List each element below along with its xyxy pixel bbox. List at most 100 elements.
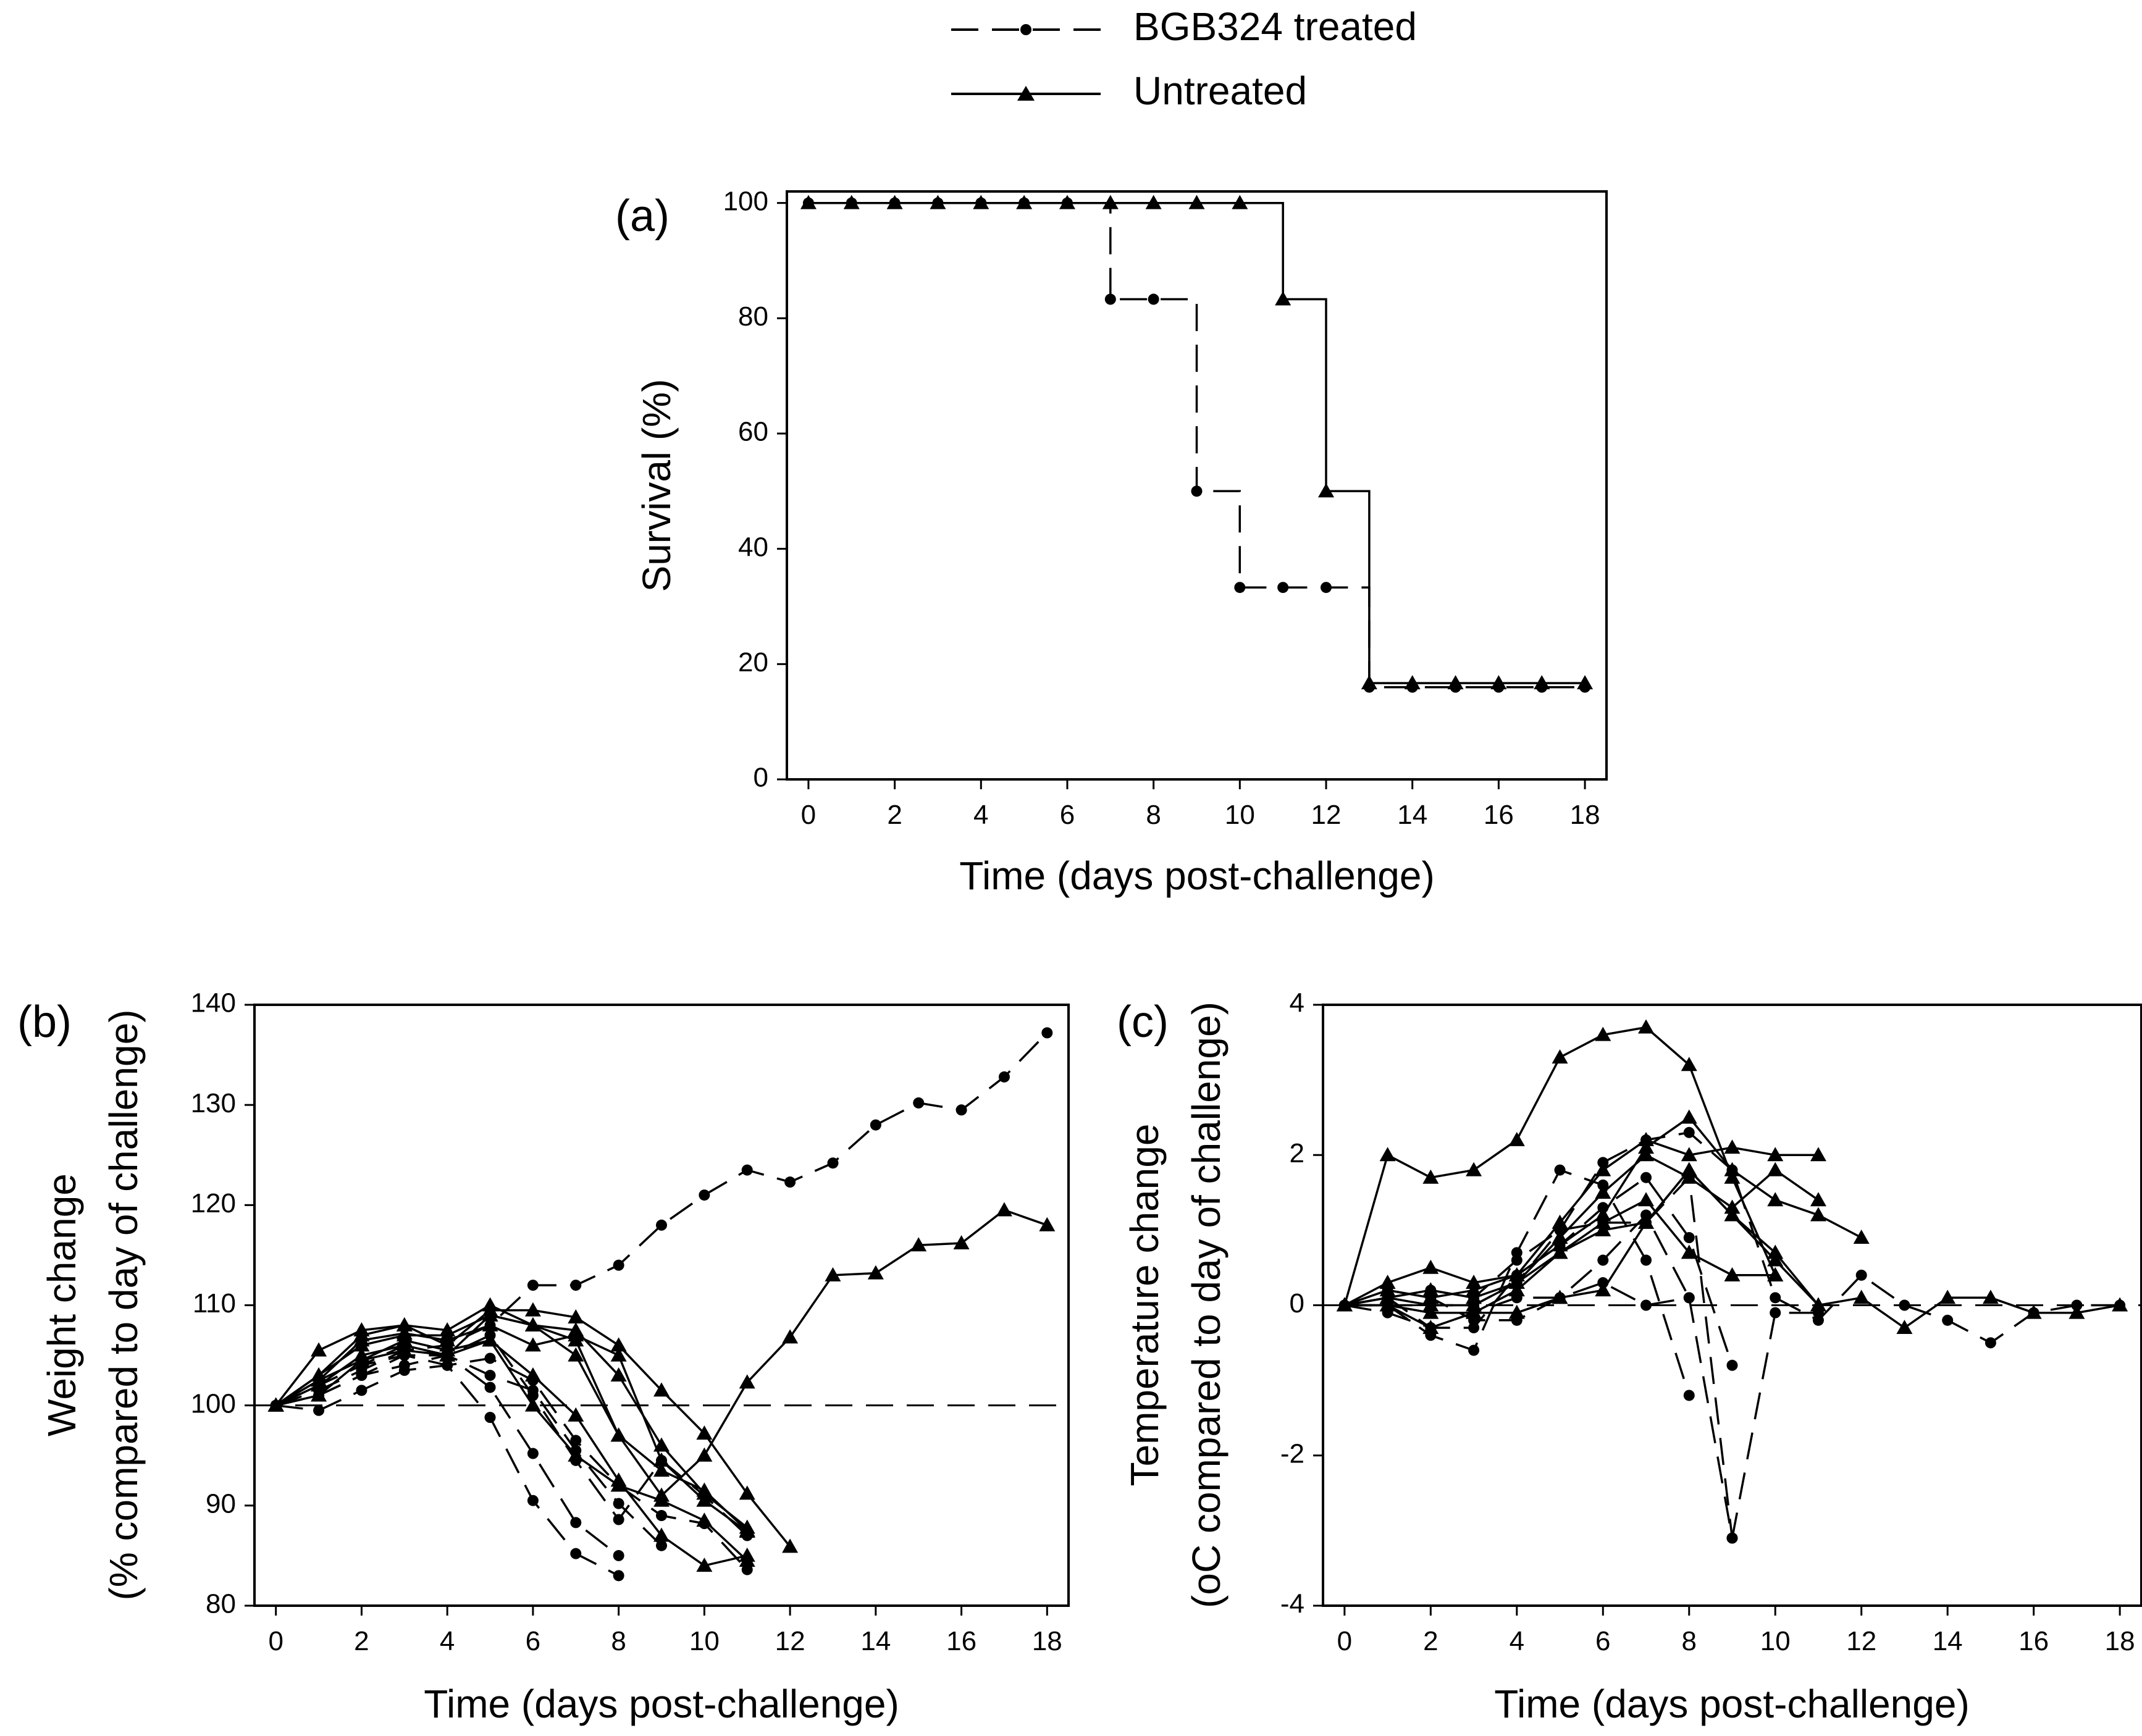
panel-a-ytick-label: 100 xyxy=(723,186,768,216)
panel-b-series-3-point xyxy=(656,1540,667,1551)
panel-a-series-0-point xyxy=(1148,293,1159,305)
panel-c-series-12-point xyxy=(1767,1252,1784,1267)
panel-b-series-6-point xyxy=(867,1265,884,1280)
panel-c-series-12-point xyxy=(1595,1282,1611,1297)
panel-c-series-8-point xyxy=(1767,1192,1784,1207)
panel-b-xtick-label: 18 xyxy=(1032,1626,1062,1656)
panel-a-series-0-point xyxy=(1277,582,1289,593)
panel-b-series-4-line xyxy=(275,1357,748,1570)
panel-c-series-10-point xyxy=(2025,1304,2042,1319)
panel-c-series-12-line xyxy=(1344,1168,1820,1314)
panel-b-series-0-point xyxy=(527,1280,539,1291)
panel-b-series-7-point xyxy=(568,1347,584,1362)
panel-b-series-4-point xyxy=(442,1359,453,1371)
panel-a-ytick-label: 80 xyxy=(738,301,768,332)
panel-a-ytick-label: 20 xyxy=(738,647,768,677)
panel-a: (a) 0 2 4 6 8 10 12 14 16 18 0 20 40 60 80 100 Time (da… xyxy=(615,186,1608,898)
panel-c-series-11-point xyxy=(1767,1267,1784,1281)
legend-marker-untreated xyxy=(1017,86,1035,101)
panel-a-xtick-label: 4 xyxy=(973,800,988,830)
panel-a-series-1-line xyxy=(808,201,1586,684)
panel-b-series xyxy=(267,1027,1056,1582)
panel-b-series-0-point xyxy=(570,1280,582,1291)
panel-b-series-9-point xyxy=(524,1317,541,1331)
panel-c-series-12-point xyxy=(1336,1297,1353,1312)
panel-c-series-9-point xyxy=(1595,1185,1611,1199)
panel-c-series-10-point xyxy=(1896,1319,1913,1334)
panel-b-ytick-label: 80 xyxy=(206,1589,236,1619)
panel-b-series-8-point xyxy=(653,1382,670,1397)
panel-c-xtick-label: 18 xyxy=(2105,1626,2135,1656)
panel-b-letter: (b) xyxy=(17,997,72,1047)
panel-b-series-4-point xyxy=(570,1435,582,1446)
panel-b-xtick-label: 2 xyxy=(354,1626,369,1656)
panel-c: (c) 0 2 4 6 8 10 12 14 16 18 -4 -2 0 2 4 Time (days po… xyxy=(1117,988,2142,1726)
panel-b-series-10-point xyxy=(610,1347,627,1362)
panel-b-series-12-point xyxy=(739,1553,755,1567)
panel-a-xtick-label: 6 xyxy=(1060,800,1075,830)
panel-b-series-12-line xyxy=(275,1339,748,1562)
panel-c-xlabel: Time (days post-challenge) xyxy=(1494,1682,1970,1726)
panel-c-series-8-point xyxy=(1466,1282,1482,1297)
panel-c-series-10-point xyxy=(1595,1222,1611,1236)
panel-c-series-9-point xyxy=(1552,1230,1568,1244)
panel-c-series-2-point xyxy=(1511,1247,1522,1259)
panel-b-xlabel: Time (days post-challenge) xyxy=(424,1682,899,1726)
panel-c-ytick-label: -4 xyxy=(1280,1589,1304,1619)
panel-c-series-7-point xyxy=(1724,1139,1741,1154)
panel-b-series-12-point xyxy=(482,1332,498,1347)
panel-a-xtick-label: 2 xyxy=(887,800,902,830)
panel-a-series-1-point xyxy=(1275,291,1292,306)
panel-a-series-1-point xyxy=(1318,483,1335,498)
panel-b-series-8-point xyxy=(524,1302,541,1317)
panel-b-series-8-point xyxy=(782,1538,799,1553)
legend-label-treated: BGB324 treated xyxy=(1133,4,1417,49)
panel-c-series-8-point xyxy=(1853,1230,1870,1244)
panel-b-series-0-point xyxy=(827,1157,839,1169)
panel-c-series-8-point xyxy=(1379,1282,1396,1297)
panel-b-series-2-point xyxy=(613,1549,624,1561)
panel-c-ytick-label: 4 xyxy=(1290,988,1304,1018)
panel-b-series-1-point xyxy=(570,1548,582,1559)
panel-b-series-12-point xyxy=(439,1342,456,1357)
panel-c-series-2-point xyxy=(1683,1390,1695,1401)
panel-c-series-7-point xyxy=(1552,1214,1568,1229)
panel-c-series-6-point xyxy=(1508,1131,1525,1146)
panel-b-series-8-point xyxy=(568,1309,584,1323)
panel-c-series-11-point xyxy=(1595,1214,1611,1229)
panel-b-series-11-point xyxy=(524,1367,541,1382)
panel-c-series-10-point xyxy=(1466,1297,1482,1312)
panel-a-ytick-label: 60 xyxy=(738,417,768,447)
panel-b-series-11-point xyxy=(311,1377,327,1392)
panel-a-xtick-label: 12 xyxy=(1311,800,1342,830)
panel-c-series xyxy=(1336,1019,2128,1544)
panel-b-series-0-point xyxy=(656,1219,667,1231)
panel-b-series-8-point xyxy=(739,1485,755,1500)
panel-c-series-9-point xyxy=(1638,1147,1655,1162)
panel-b-series-4-point xyxy=(656,1510,667,1522)
panel-c-series-4-line xyxy=(1344,1281,1818,1538)
panel-b-series-0-point xyxy=(870,1119,881,1131)
panel-b-series-12-point xyxy=(396,1332,413,1347)
panel-c-xtick-label: 0 xyxy=(1337,1626,1352,1656)
panel-b-series-4-point xyxy=(398,1364,410,1376)
panel-a-series-0-point xyxy=(1234,582,1246,593)
legend: BGB324 treated Untreated xyxy=(951,4,1417,113)
panel-c-series-9-point xyxy=(1681,1169,1697,1184)
panel-b-series-0-point xyxy=(613,1259,624,1271)
panel-b-series-10-line xyxy=(275,1324,748,1533)
panel-c-series-10-line xyxy=(1344,1168,2120,1330)
panel-c-series-0-point xyxy=(1683,1126,1695,1138)
panel-c-series-9-line xyxy=(1344,1154,1819,1307)
panel-a-series-1-point xyxy=(843,195,860,209)
panel-c-series-3-point xyxy=(1726,1359,1738,1371)
panel-b-series-7-point xyxy=(653,1462,670,1477)
panel-c-ytick-label: -2 xyxy=(1280,1438,1304,1469)
panel-b-xtick-label: 4 xyxy=(440,1626,455,1656)
panel-b-ytick-label: 110 xyxy=(193,1288,236,1319)
panel-b-series-0-line xyxy=(275,1032,1048,1407)
panel-b-ytick-label: 100 xyxy=(191,1388,236,1419)
panel-a-series-1-point xyxy=(1447,675,1464,690)
panel-c-series-6-point xyxy=(1379,1147,1396,1162)
